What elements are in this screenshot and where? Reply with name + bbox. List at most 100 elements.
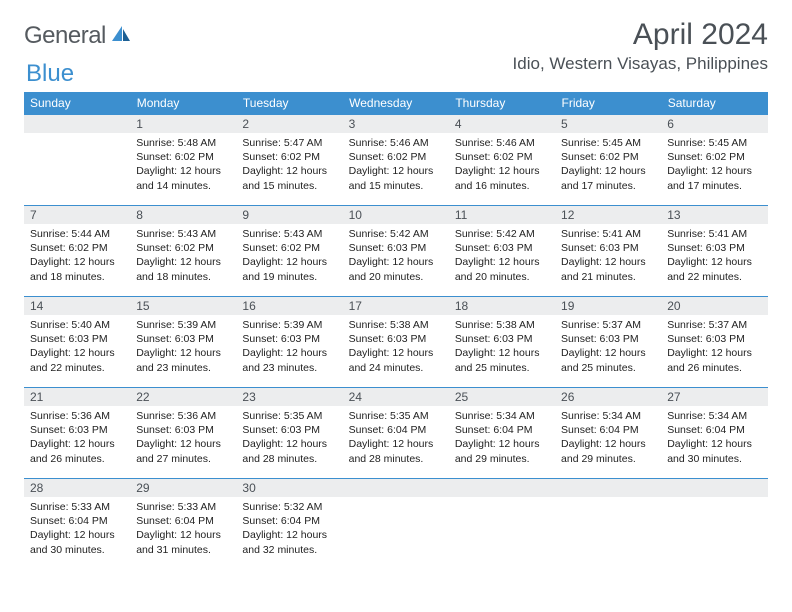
day-number: 18 <box>449 296 555 315</box>
day-number: 16 <box>236 296 342 315</box>
day-number: 12 <box>555 205 661 224</box>
day-cell: Sunrise: 5:46 AMSunset: 6:02 PMDaylight:… <box>449 133 555 205</box>
weekday-header: Saturday <box>661 92 767 114</box>
day-number: 26 <box>555 387 661 406</box>
day-number: 13 <box>661 205 767 224</box>
daynum-row: 123456 <box>24 114 768 133</box>
day-number: 23 <box>236 387 342 406</box>
day-cell: Sunrise: 5:36 AMSunset: 6:03 PMDaylight:… <box>24 406 130 478</box>
day-cell: Sunrise: 5:34 AMSunset: 6:04 PMDaylight:… <box>555 406 661 478</box>
day-cell <box>661 497 767 575</box>
day-cell: Sunrise: 5:41 AMSunset: 6:03 PMDaylight:… <box>661 224 767 296</box>
day-cell: Sunrise: 5:37 AMSunset: 6:03 PMDaylight:… <box>555 315 661 387</box>
day-cell: Sunrise: 5:42 AMSunset: 6:03 PMDaylight:… <box>343 224 449 296</box>
daynum-row: 282930 <box>24 478 768 497</box>
day-number: 25 <box>449 387 555 406</box>
daynum-row: 78910111213 <box>24 205 768 224</box>
day-cell: Sunrise: 5:36 AMSunset: 6:03 PMDaylight:… <box>130 406 236 478</box>
day-content: Sunrise: 5:37 AMSunset: 6:03 PMDaylight:… <box>661 315 767 381</box>
day-number: 11 <box>449 205 555 224</box>
weekday-header: Wednesday <box>343 92 449 114</box>
calendar-table: SundayMondayTuesdayWednesdayThursdayFrid… <box>24 92 768 575</box>
day-cell <box>343 497 449 575</box>
week-row: Sunrise: 5:36 AMSunset: 6:03 PMDaylight:… <box>24 406 768 478</box>
day-number: 6 <box>661 114 767 133</box>
day-number: 3 <box>343 114 449 133</box>
day-cell: Sunrise: 5:47 AMSunset: 6:02 PMDaylight:… <box>236 133 342 205</box>
day-cell <box>24 133 130 205</box>
day-content: Sunrise: 5:32 AMSunset: 6:04 PMDaylight:… <box>236 497 342 563</box>
day-content: Sunrise: 5:43 AMSunset: 6:02 PMDaylight:… <box>130 224 236 290</box>
weekday-header: Thursday <box>449 92 555 114</box>
day-cell: Sunrise: 5:48 AMSunset: 6:02 PMDaylight:… <box>130 133 236 205</box>
day-cell: Sunrise: 5:34 AMSunset: 6:04 PMDaylight:… <box>661 406 767 478</box>
day-content: Sunrise: 5:43 AMSunset: 6:02 PMDaylight:… <box>236 224 342 290</box>
day-number: 27 <box>661 387 767 406</box>
day-cell: Sunrise: 5:35 AMSunset: 6:03 PMDaylight:… <box>236 406 342 478</box>
week-row: Sunrise: 5:40 AMSunset: 6:03 PMDaylight:… <box>24 315 768 387</box>
day-cell: Sunrise: 5:35 AMSunset: 6:04 PMDaylight:… <box>343 406 449 478</box>
daynum-row: 14151617181920 <box>24 296 768 315</box>
daynum-row: 21222324252627 <box>24 387 768 406</box>
day-cell: Sunrise: 5:43 AMSunset: 6:02 PMDaylight:… <box>130 224 236 296</box>
day-cell: Sunrise: 5:46 AMSunset: 6:02 PMDaylight:… <box>343 133 449 205</box>
day-number: 5 <box>555 114 661 133</box>
day-content: Sunrise: 5:40 AMSunset: 6:03 PMDaylight:… <box>24 315 130 381</box>
week-row: Sunrise: 5:48 AMSunset: 6:02 PMDaylight:… <box>24 133 768 205</box>
day-content: Sunrise: 5:35 AMSunset: 6:03 PMDaylight:… <box>236 406 342 472</box>
weekday-header: Monday <box>130 92 236 114</box>
day-number: 19 <box>555 296 661 315</box>
day-content: Sunrise: 5:34 AMSunset: 6:04 PMDaylight:… <box>661 406 767 472</box>
weekday-header: Sunday <box>24 92 130 114</box>
day-content: Sunrise: 5:47 AMSunset: 6:02 PMDaylight:… <box>236 133 342 199</box>
day-cell: Sunrise: 5:44 AMSunset: 6:02 PMDaylight:… <box>24 224 130 296</box>
sail-icon <box>110 24 132 49</box>
day-content: Sunrise: 5:37 AMSunset: 6:03 PMDaylight:… <box>555 315 661 381</box>
day-number-empty <box>24 114 130 133</box>
day-number: 9 <box>236 205 342 224</box>
day-number-empty <box>449 478 555 497</box>
day-cell: Sunrise: 5:41 AMSunset: 6:03 PMDaylight:… <box>555 224 661 296</box>
day-number: 14 <box>24 296 130 315</box>
day-number: 1 <box>130 114 236 133</box>
day-number-empty <box>343 478 449 497</box>
day-number: 28 <box>24 478 130 497</box>
day-content: Sunrise: 5:41 AMSunset: 6:03 PMDaylight:… <box>555 224 661 290</box>
day-content: Sunrise: 5:39 AMSunset: 6:03 PMDaylight:… <box>130 315 236 381</box>
day-cell: Sunrise: 5:33 AMSunset: 6:04 PMDaylight:… <box>24 497 130 575</box>
day-cell: Sunrise: 5:38 AMSunset: 6:03 PMDaylight:… <box>343 315 449 387</box>
month-title: April 2024 <box>513 18 768 52</box>
day-content: Sunrise: 5:36 AMSunset: 6:03 PMDaylight:… <box>24 406 130 472</box>
day-number-empty <box>555 478 661 497</box>
day-content: Sunrise: 5:33 AMSunset: 6:04 PMDaylight:… <box>130 497 236 563</box>
day-cell: Sunrise: 5:43 AMSunset: 6:02 PMDaylight:… <box>236 224 342 296</box>
day-number-empty <box>661 478 767 497</box>
day-number: 10 <box>343 205 449 224</box>
day-number: 8 <box>130 205 236 224</box>
day-content: Sunrise: 5:44 AMSunset: 6:02 PMDaylight:… <box>24 224 130 290</box>
day-number: 2 <box>236 114 342 133</box>
day-cell: Sunrise: 5:32 AMSunset: 6:04 PMDaylight:… <box>236 497 342 575</box>
day-cell <box>555 497 661 575</box>
day-content: Sunrise: 5:34 AMSunset: 6:04 PMDaylight:… <box>449 406 555 472</box>
day-content: Sunrise: 5:48 AMSunset: 6:02 PMDaylight:… <box>130 133 236 199</box>
day-number: 7 <box>24 205 130 224</box>
day-number: 4 <box>449 114 555 133</box>
day-content: Sunrise: 5:35 AMSunset: 6:04 PMDaylight:… <box>343 406 449 472</box>
calendar-page: General April 2024 Idio, Western Visayas… <box>0 0 792 575</box>
weekday-header: Friday <box>555 92 661 114</box>
day-number: 21 <box>24 387 130 406</box>
day-cell: Sunrise: 5:38 AMSunset: 6:03 PMDaylight:… <box>449 315 555 387</box>
day-content: Sunrise: 5:42 AMSunset: 6:03 PMDaylight:… <box>449 224 555 290</box>
day-content: Sunrise: 5:38 AMSunset: 6:03 PMDaylight:… <box>449 315 555 381</box>
day-content: Sunrise: 5:39 AMSunset: 6:03 PMDaylight:… <box>236 315 342 381</box>
brand-part2: Blue <box>26 60 770 88</box>
day-cell: Sunrise: 5:39 AMSunset: 6:03 PMDaylight:… <box>236 315 342 387</box>
day-cell: Sunrise: 5:34 AMSunset: 6:04 PMDaylight:… <box>449 406 555 478</box>
day-content: Sunrise: 5:46 AMSunset: 6:02 PMDaylight:… <box>449 133 555 199</box>
day-content: Sunrise: 5:45 AMSunset: 6:02 PMDaylight:… <box>661 133 767 199</box>
day-content: Sunrise: 5:45 AMSunset: 6:02 PMDaylight:… <box>555 133 661 199</box>
day-number: 17 <box>343 296 449 315</box>
weekday-header: Tuesday <box>236 92 342 114</box>
day-content: Sunrise: 5:36 AMSunset: 6:03 PMDaylight:… <box>130 406 236 472</box>
